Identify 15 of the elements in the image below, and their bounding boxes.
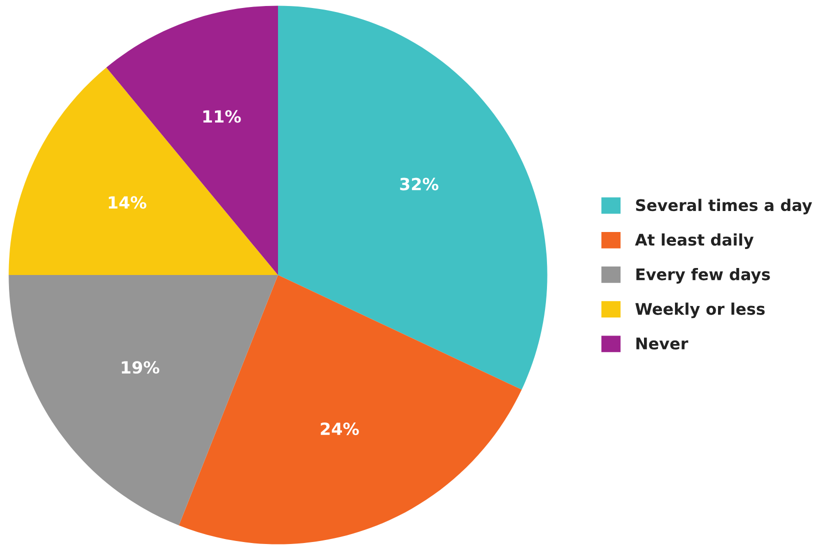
data-label: 11% (203, 110, 241, 123)
pie-slice (178, 275, 522, 544)
pie-slice (8, 275, 278, 526)
legend-label: Every few days (636, 268, 770, 284)
pie-slice (8, 67, 278, 275)
legend-label: Several times a day (636, 198, 812, 214)
data-label: 19% (122, 361, 160, 374)
pie-slice (278, 6, 548, 390)
data-label: 14% (108, 196, 146, 209)
data-label: 24% (320, 422, 359, 436)
pie-slice (106, 6, 278, 275)
legend-label: Weekly or less (635, 302, 765, 318)
legend-label: At least daily (635, 233, 754, 249)
legend-label: Never (636, 338, 688, 350)
data-label: 32% (400, 178, 438, 190)
